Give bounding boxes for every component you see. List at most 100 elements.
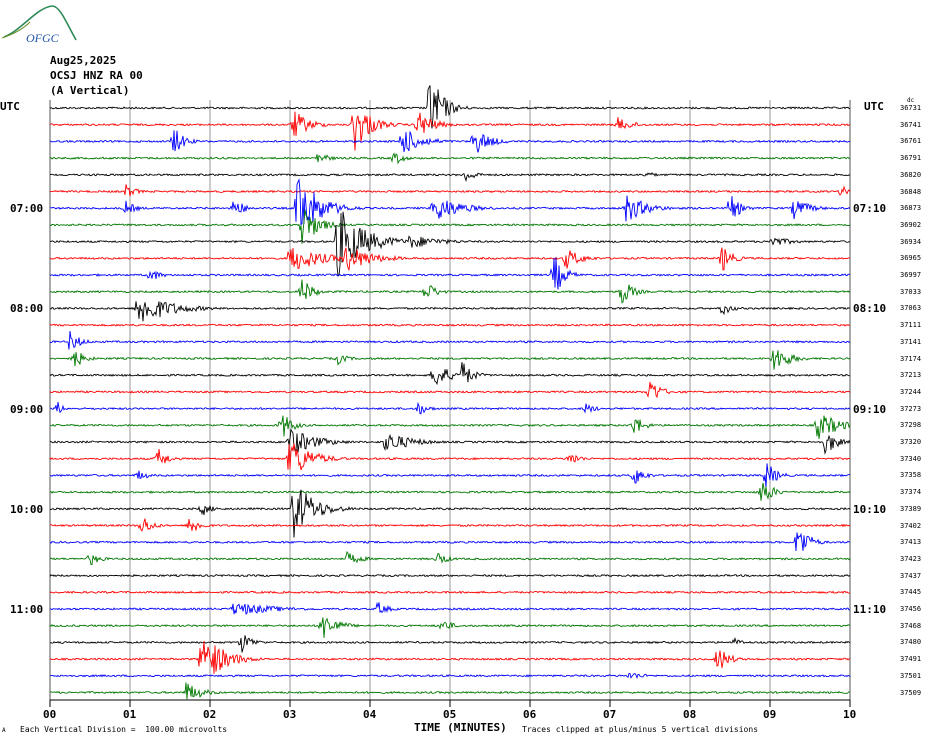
trace-row-34 [49, 672, 851, 680]
trace-row-24 [49, 489, 851, 538]
trace-row-28 [49, 573, 851, 578]
row-number: 37298 [900, 421, 922, 430]
row-number: 36873 [900, 204, 922, 213]
left-utc-label: UTC [0, 100, 20, 113]
trace-row-15 [49, 350, 851, 370]
trace-row-13 [49, 323, 851, 327]
row-number: 37423 [900, 554, 922, 563]
row-number: 37340 [900, 454, 922, 463]
row-number: 36791 [900, 154, 922, 163]
trace-row-18 [50, 401, 851, 415]
trace-row-4 [49, 172, 851, 183]
x-tick-label-02: 02 [203, 708, 217, 721]
trace-row-30 [49, 601, 851, 615]
left-time-label: 11:00 [10, 603, 44, 616]
trace-row-35 [49, 682, 850, 700]
plot-date: Aug25,2025 [50, 54, 117, 67]
ofgc-logo: OFGC [1, 5, 77, 45]
logo-text: OFGC [26, 31, 60, 45]
trace-row-31 [49, 617, 851, 638]
x-tick-label-03: 03 [283, 708, 297, 721]
row-number: 37063 [900, 304, 922, 313]
row-number: 37480 [900, 638, 922, 647]
trace-row-10 [49, 257, 851, 290]
row-number: 37445 [900, 588, 922, 597]
trace-row-11 [49, 279, 851, 304]
right-utc-label: UTC [864, 100, 884, 113]
trace-row-19 [49, 415, 851, 439]
left-time-label: 08:00 [10, 302, 44, 316]
seismic-traces [49, 85, 851, 700]
trace-row-17 [49, 381, 851, 399]
row-number: 37413 [900, 538, 922, 547]
row-number: 36741 [900, 120, 922, 129]
row-number: 36902 [900, 220, 922, 229]
x-axis-ticks [49, 700, 851, 707]
row-number: 36934 [900, 237, 922, 246]
row-number: 37509 [900, 688, 922, 697]
row-number: 37456 [900, 605, 922, 613]
row-number: 37320 [900, 438, 922, 446]
row-number: 37501 [900, 671, 922, 680]
trace-row-20 [49, 428, 851, 455]
row-number: 37244 [900, 387, 922, 396]
row-number: 37213 [900, 371, 922, 380]
trace-row-7 [49, 209, 851, 244]
x-tick-label-10: 10 [843, 708, 857, 721]
row-number: 36965 [900, 254, 922, 263]
trace-row-27 [49, 550, 851, 565]
row-number: 37468 [900, 621, 922, 630]
row-number: 37273 [900, 404, 922, 413]
right-time-label: 08:10 [853, 302, 887, 316]
row-number: 37174 [900, 354, 922, 363]
trace-row-14 [49, 330, 851, 350]
x-tick-label-04: 04 [363, 708, 377, 721]
row-number: 37437 [900, 571, 922, 580]
row-number: 37033 [900, 287, 922, 296]
trace-row-33 [49, 640, 851, 674]
row-number: 37374 [900, 488, 922, 497]
row-number: 36761 [900, 137, 922, 146]
row-number: 36997 [900, 271, 922, 279]
trace-row-22 [49, 463, 850, 488]
footer-corner-mark: A [2, 727, 6, 734]
row-number: 37141 [900, 337, 922, 346]
x-tick-label-00: 00 [43, 708, 57, 721]
x-tick-label-06: 06 [523, 708, 537, 721]
right-time-label: 10:10 [853, 502, 887, 516]
trace-row-2 [49, 130, 851, 153]
x-tick-label-01: 01 [123, 708, 137, 721]
trace-row-8 [49, 211, 851, 277]
trace-row-3 [49, 152, 851, 165]
right-time-label: 07:10 [853, 202, 887, 216]
trace-row-6 [49, 178, 851, 226]
corner-mark: dc [907, 97, 915, 104]
left-time-label: 09:00 [10, 402, 44, 416]
trace-row-25 [49, 518, 851, 532]
trace-row-9 [49, 247, 851, 271]
trace-row-29 [49, 590, 851, 595]
x-tick-label-07: 07 [603, 708, 617, 721]
row-number: 37491 [900, 655, 922, 664]
trace-row-32 [49, 635, 851, 653]
trace-row-1 [49, 111, 851, 151]
left-time-label: 10:00 [10, 502, 44, 516]
minute-gridlines [49, 100, 851, 701]
row-number: 36820 [900, 170, 922, 179]
row-number: 37389 [900, 504, 922, 513]
x-tick-label-08: 08 [683, 708, 697, 721]
x-axis-title: TIME (MINUTES) [414, 721, 507, 734]
trace-row-12 [49, 301, 851, 322]
row-number: 36731 [900, 104, 922, 112]
scale-note: Each Vertical Division = 100.00 microvol… [20, 725, 228, 734]
trace-row-0 [49, 85, 851, 129]
trace-row-23 [49, 482, 851, 501]
row-number: 37358 [900, 471, 922, 480]
right-time-label: 11:10 [853, 603, 887, 616]
x-tick-label-05: 05 [443, 708, 457, 721]
x-tick-label-09: 09 [763, 708, 777, 721]
component-label: (A Vertical) [50, 84, 130, 97]
trace-row-16 [49, 362, 851, 386]
station-code: OCSJ HNZ RA 00 [50, 69, 143, 82]
